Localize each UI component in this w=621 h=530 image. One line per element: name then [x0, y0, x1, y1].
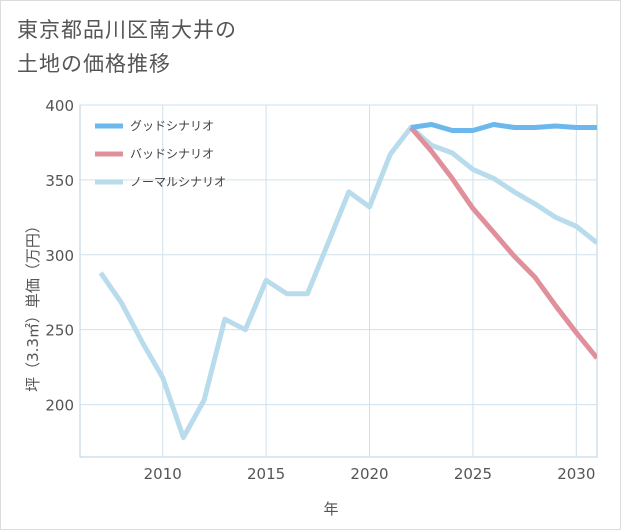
legend-label: バッドシナリオ: [130, 147, 214, 161]
series-line-1: [410, 122, 597, 133]
series-line-2: [409, 125, 597, 360]
legend-label: グッドシナリオ: [130, 119, 214, 133]
legend-label: ノーマルシナリオ: [130, 175, 226, 189]
y-tick-label: 300: [45, 247, 74, 265]
x-tick-label: 2015: [247, 465, 285, 483]
chart-title-line-1: 東京都品川区南大井の: [17, 18, 237, 42]
axis-layer: 200 250 300 350 400 2010 2015 2020 2025 2030: [45, 97, 595, 483]
y-tick-label: 400: [45, 97, 74, 115]
x-axis-title: 年: [323, 500, 338, 518]
y-tick-label: 200: [45, 397, 74, 415]
grid-layer: [79, 104, 598, 458]
x-tick-label: 2020: [350, 465, 388, 483]
plot-area: [79, 104, 598, 458]
y-axis-title: 坪（3.3㎡）単価（万円）: [24, 218, 42, 392]
series-line-3: [98, 125, 597, 440]
y-tick-label: 250: [45, 322, 74, 340]
x-tick-label: 2025: [454, 465, 492, 483]
x-tick-label: 2030: [557, 465, 595, 483]
chart-title: 東京都品川区南大井の 土地の価格推移: [17, 13, 237, 81]
chart-title-line-2: 土地の価格推移: [17, 52, 171, 76]
y-tick-label: 350: [45, 172, 74, 190]
series-layer: [98, 122, 597, 440]
x-tick-label: 2010: [144, 465, 182, 483]
